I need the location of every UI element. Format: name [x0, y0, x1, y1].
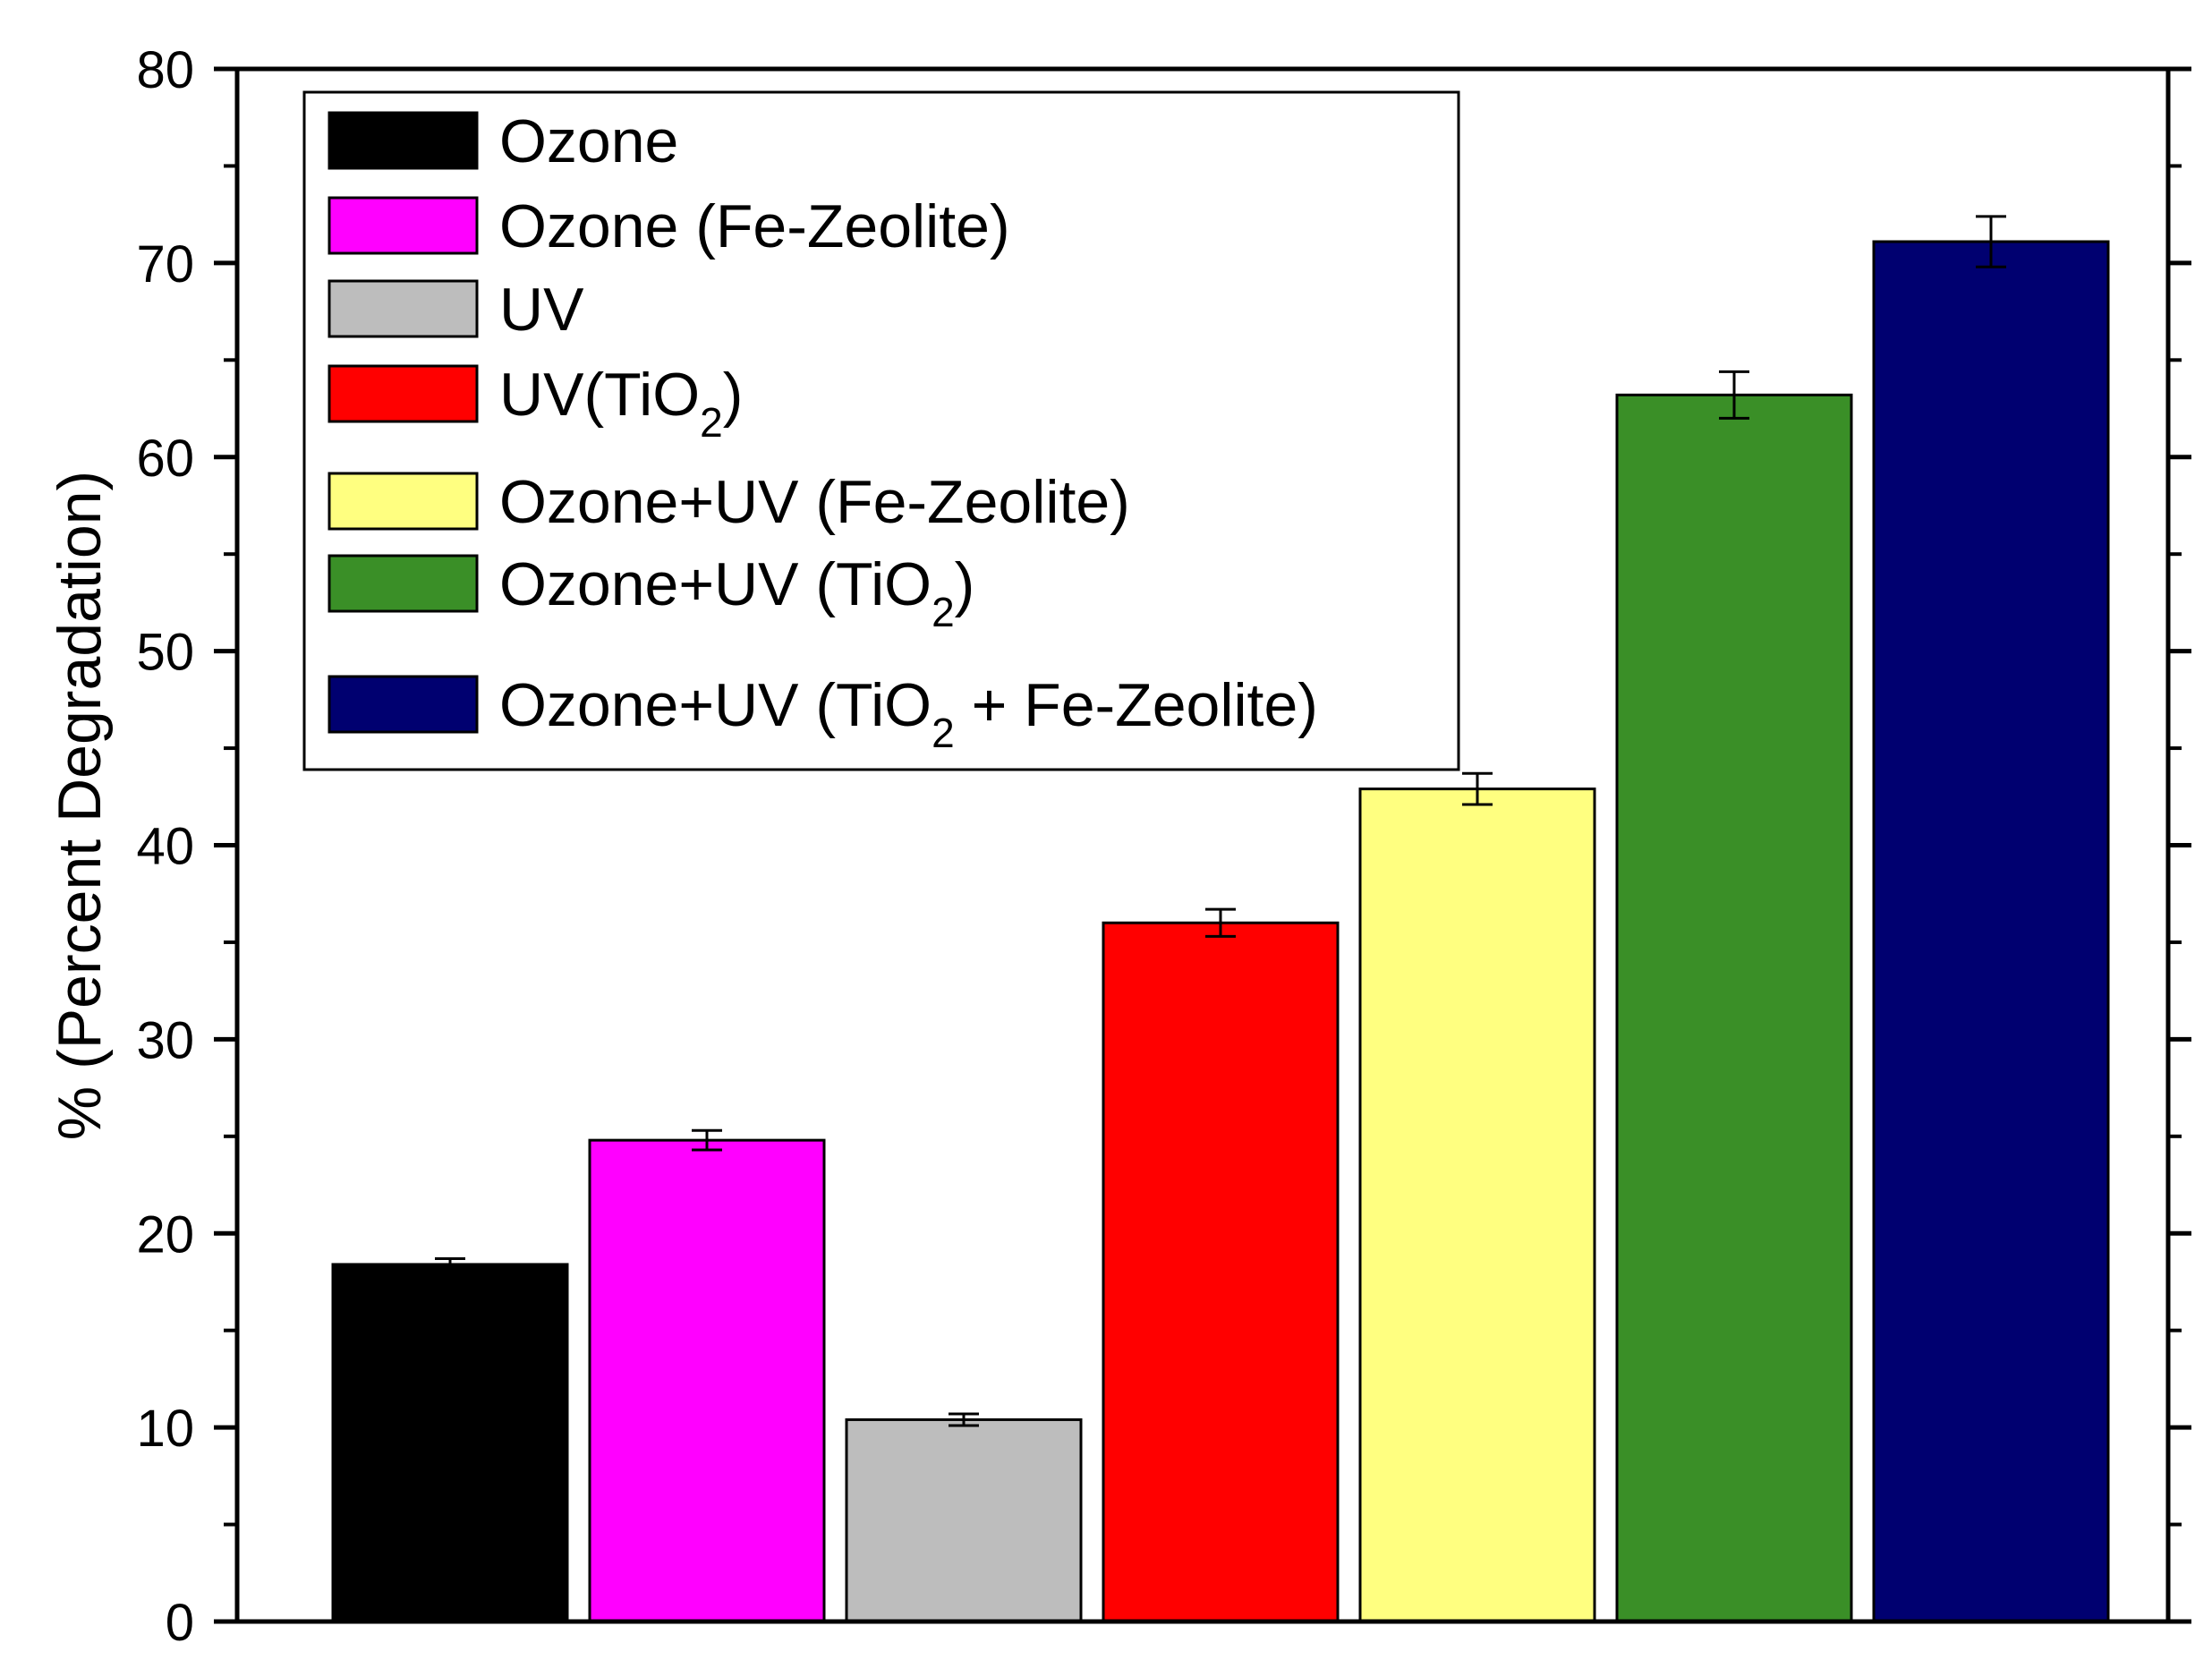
error-bar-1 [435, 1256, 465, 1272]
legend: Ozone Ozone (Fe-Zeolite) UV UV(TiO2) Ozone+U… [302, 90, 1460, 771]
bar-4 [1102, 921, 1340, 1623]
legend-label-5: Ozone+UV (Fe-Zeolite) [499, 468, 1130, 536]
legend-swatch-4 [328, 364, 479, 423]
legend-label-3: UV [499, 276, 584, 344]
bar-2 [588, 1138, 826, 1623]
legend-box [302, 90, 1460, 771]
legend-swatch-6 [328, 554, 479, 613]
y-tick-label: 50 [136, 624, 194, 682]
y-tick-label: 40 [136, 818, 194, 876]
error-bar-5 [1462, 771, 1493, 806]
legend-swatch-3 [328, 279, 479, 338]
legend-swatch-5 [328, 472, 479, 531]
bar-3 [845, 1417, 1083, 1623]
error-bar-4 [1205, 907, 1236, 938]
y-tick-label: 0 [166, 1594, 194, 1652]
bar-1 [331, 1263, 569, 1623]
legend-swatch-1 [328, 111, 479, 170]
bar-7 [1872, 240, 2110, 1623]
legend-label-4: UV(TiO2) [499, 361, 743, 446]
error-bars-layer [435, 215, 2006, 1427]
legend-swatch-2 [328, 196, 479, 255]
legend-label-6: Ozone+UV (TiO2) [499, 550, 974, 635]
error-bar-7 [1976, 215, 2006, 268]
error-bar-3 [949, 1412, 979, 1427]
y-ticks-layer: 0 10 20 30 40 50 60 70 80 [136, 41, 2191, 1652]
error-bar-6 [1719, 370, 1749, 420]
bar-5 [1358, 787, 1596, 1623]
legend-label-2: Ozone (Fe-Zeolite) [499, 192, 1010, 260]
error-bar-2 [692, 1128, 722, 1152]
y-tick-label: 10 [136, 1400, 194, 1458]
y-tick-label: 70 [136, 235, 194, 294]
legend-label-1: Ozone [499, 107, 678, 175]
y-tick-label: 60 [136, 430, 194, 488]
y-axis-title: % (Percent Degradation) [46, 471, 114, 1140]
legend-swatch-7 [328, 675, 479, 734]
bar-6 [1615, 393, 1853, 1623]
bars-layer [331, 240, 2110, 1623]
y-tick-label: 20 [136, 1205, 194, 1264]
y-tick-label: 30 [136, 1011, 194, 1069]
legend-label-7: Ozone+UV (TiO2 + Fe-Zeolite) [499, 671, 1318, 756]
y-tick-label: 80 [136, 41, 194, 99]
